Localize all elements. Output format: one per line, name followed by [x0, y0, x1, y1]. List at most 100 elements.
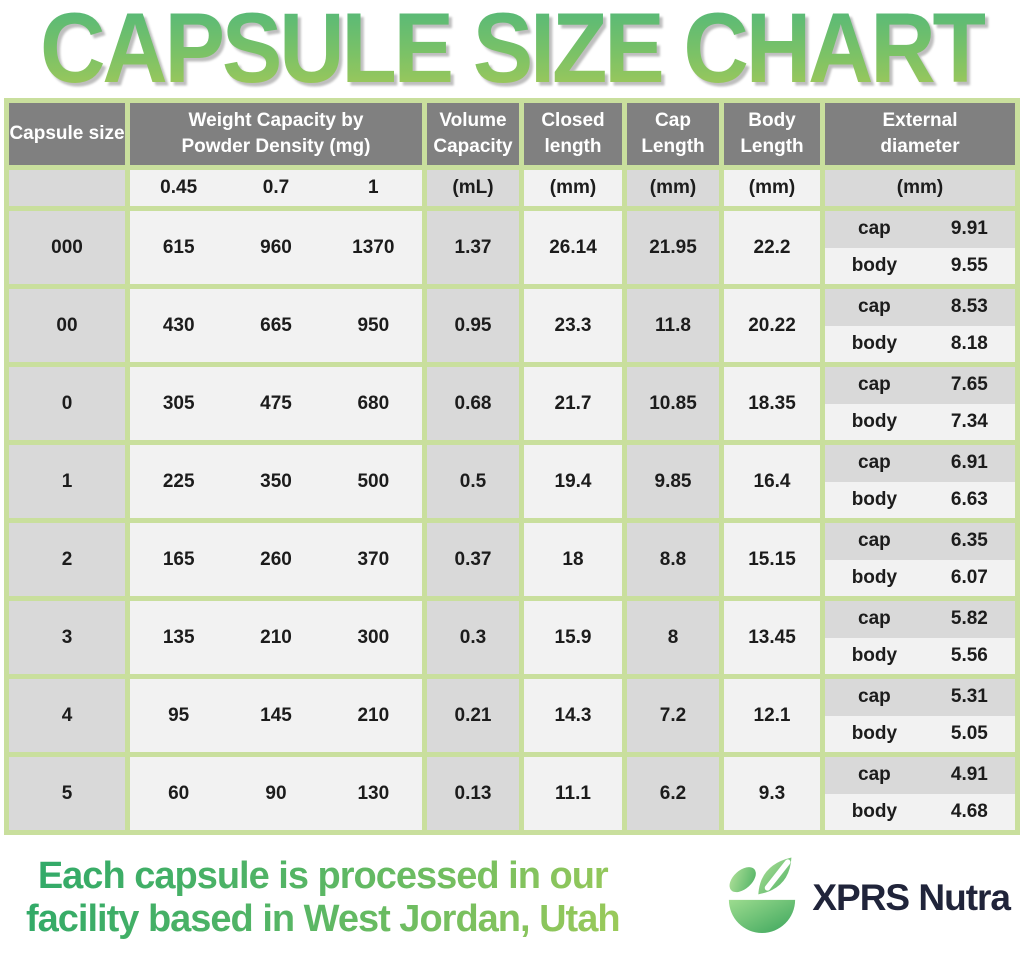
weight-capacity-cell: 60 90 130 — [130, 757, 422, 830]
weight-1: 500 — [357, 470, 390, 492]
weight-capacity-cell: 305 475 680 — [130, 367, 422, 440]
header-body-length: Body Length — [724, 103, 820, 165]
ext-cap-label: cap — [858, 608, 891, 630]
weight-07: 90 — [265, 782, 287, 804]
weight-07: 210 — [260, 626, 292, 648]
table-row-size-0: 0 305 475 680 0.68 21.7 10.85 18.35 cap … — [9, 367, 1015, 440]
weight-045: 165 — [162, 548, 195, 570]
weight-045: 225 — [162, 470, 195, 492]
volume-cell: 0.3 — [427, 601, 519, 674]
ext-body-label: body — [851, 566, 898, 588]
cap-length-cell: 11.8 — [627, 289, 719, 362]
header-row: Capsule size Weight Capacity by Powder D… — [9, 103, 1015, 165]
weight-07: 145 — [260, 704, 292, 726]
closed-length-cell: 18 — [524, 523, 622, 596]
ext-body-label: body — [851, 800, 898, 822]
header-cap-length: Cap Length — [627, 103, 719, 165]
ext-cap-value: 5.82 — [950, 608, 988, 630]
weight-capacity-cell: 165 260 370 — [130, 523, 422, 596]
header-volume-capacity: Volume Capacity — [427, 103, 519, 165]
units-external-cell: (mm) — [825, 170, 1015, 206]
weight-045: 135 — [162, 626, 195, 648]
ext-cap-label: cap — [858, 764, 891, 786]
body-length-cell: 12.1 — [724, 679, 820, 752]
ext-body-value: 4.68 — [950, 800, 988, 822]
closed-length-cell: 11.1 — [524, 757, 622, 830]
capsule-size-cell: 2 — [9, 523, 125, 596]
ext-cap-value: 8.53 — [950, 296, 988, 318]
body-length-cell: 15.15 — [724, 523, 820, 596]
closed-length-cell: 21.7 — [524, 367, 622, 440]
units-row: 0.45 0.7 1 (mL) (mm) (mm) (mm) (mm) — [9, 170, 1015, 206]
volume-cell: 1.37 — [427, 211, 519, 284]
units-volume-cell: (mL) — [427, 170, 519, 206]
ext-body-label: body — [851, 488, 898, 510]
volume-cell: 0.21 — [427, 679, 519, 752]
capsule-size-cell: 00 — [9, 289, 125, 362]
body-length-cell: 18.35 — [724, 367, 820, 440]
weight-07: 475 — [260, 392, 292, 414]
table-row-size-3: 3 135 210 300 0.3 15.9 8 13.45 cap 5.82 … — [9, 601, 1015, 674]
ext-cap-label: cap — [858, 374, 891, 396]
units-closed-cell: (mm) — [524, 170, 622, 206]
ext-cap-label: cap — [858, 530, 891, 552]
weight-1: 950 — [357, 314, 390, 336]
ext-body-value: 9.55 — [950, 254, 988, 276]
closed-length-cell: 23.3 — [524, 289, 622, 362]
units-cap-cell: (mm) — [627, 170, 719, 206]
facility-note: Each capsule is processed in our facilit… — [26, 855, 621, 940]
external-diameter-cell: cap 6.91 body 6.63 — [825, 445, 1015, 518]
page-title-wrap: CAPSULE SIZE CHART — [0, 0, 1024, 103]
ext-body-value: 5.05 — [950, 722, 988, 744]
weight-1: 1370 — [352, 236, 395, 258]
table-row-size-5: 5 60 90 130 0.13 11.1 6.2 9.3 cap 4.91 b… — [9, 757, 1015, 830]
weight-capacity-cell: 430 665 950 — [130, 289, 422, 362]
ext-cap-label: cap — [858, 686, 891, 708]
page-title: CAPSULE SIZE CHART — [40, 0, 988, 105]
capsule-size-cell: 000 — [9, 211, 125, 284]
weight-045: 60 — [168, 782, 190, 804]
weight-1: 680 — [357, 392, 390, 414]
external-diameter-cell: cap 5.82 body 5.56 — [825, 601, 1015, 674]
external-diameter-cell: cap 7.65 body 7.34 — [825, 367, 1015, 440]
header-closed-length: Closed length — [524, 103, 622, 165]
cap-length-cell: 21.95 — [627, 211, 719, 284]
ext-cap-label: cap — [858, 452, 891, 474]
footer: Each capsule is processed in our facilit… — [0, 835, 1024, 961]
ext-body-value: 6.63 — [950, 488, 988, 510]
body-length-cell: 16.4 — [724, 445, 820, 518]
capsule-size-cell: 1 — [9, 445, 125, 518]
header-weight-capacity: Weight Capacity by Powder Density (mg) — [130, 103, 422, 165]
header-capsule-size: Capsule size — [9, 103, 125, 165]
ext-body-value: 8.18 — [950, 332, 988, 354]
ext-body-label: body — [851, 332, 898, 354]
volume-cell: 0.13 — [427, 757, 519, 830]
mortar-leaf-icon — [729, 857, 796, 933]
ext-body-label: body — [851, 254, 898, 276]
external-diameter-cell: cap 8.53 body 8.18 — [825, 289, 1015, 362]
cap-length-cell: 8.8 — [627, 523, 719, 596]
ext-body-label: body — [851, 410, 898, 432]
weight-045: 95 — [168, 704, 190, 726]
external-diameter-cell: cap 6.35 body 6.07 — [825, 523, 1015, 596]
table-row-size-000: 000 615 960 1370 1.37 26.14 21.95 22.2 c… — [9, 211, 1015, 284]
capsule-size-cell: 5 — [9, 757, 125, 830]
cap-length-cell: 8 — [627, 601, 719, 674]
body-length-cell: 22.2 — [724, 211, 820, 284]
units-body-cell: (mm) — [724, 170, 820, 206]
weight-capacity-cell: 95 145 210 — [130, 679, 422, 752]
capsule-size-table: Capsule size Weight Capacity by Powder D… — [4, 98, 1020, 835]
volume-cell: 0.5 — [427, 445, 519, 518]
brand-name: XPRS Nutra — [812, 877, 1011, 918]
volume-cell: 0.95 — [427, 289, 519, 362]
density-1: 1 — [368, 177, 379, 198]
closed-length-cell: 19.4 — [524, 445, 622, 518]
ext-body-label: body — [851, 644, 898, 666]
cap-length-cell: 7.2 — [627, 679, 719, 752]
weight-07: 665 — [260, 314, 292, 336]
ext-cap-label: cap — [858, 296, 891, 318]
weight-capacity-cell: 225 350 500 — [130, 445, 422, 518]
ext-cap-value: 7.65 — [950, 374, 988, 396]
closed-length-cell: 15.9 — [524, 601, 622, 674]
weight-capacity-cell: 135 210 300 — [130, 601, 422, 674]
